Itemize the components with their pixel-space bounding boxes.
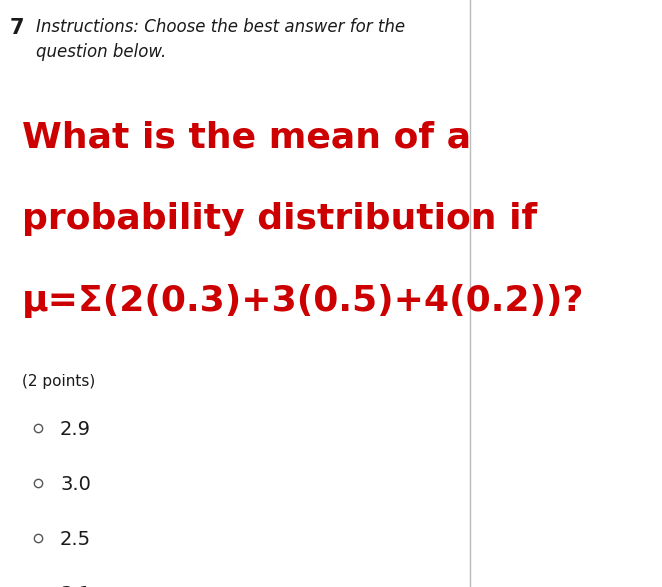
Text: (2 points): (2 points): [22, 374, 95, 389]
Text: 7: 7: [10, 18, 24, 38]
Text: μ=Σ(2(0.3)+3(0.5)+4(0.2))?: μ=Σ(2(0.3)+3(0.5)+4(0.2))?: [22, 284, 585, 318]
Text: Instructions: Choose the best answer for the
question below.: Instructions: Choose the best answer for…: [36, 18, 405, 61]
Text: probability distribution if: probability distribution if: [22, 202, 538, 236]
Text: 2.9: 2.9: [60, 420, 91, 439]
Text: 3.0: 3.0: [60, 475, 91, 494]
Text: 3.1: 3.1: [60, 585, 91, 587]
Text: 2.5: 2.5: [60, 530, 91, 549]
Text: What is the mean of a: What is the mean of a: [22, 120, 471, 154]
